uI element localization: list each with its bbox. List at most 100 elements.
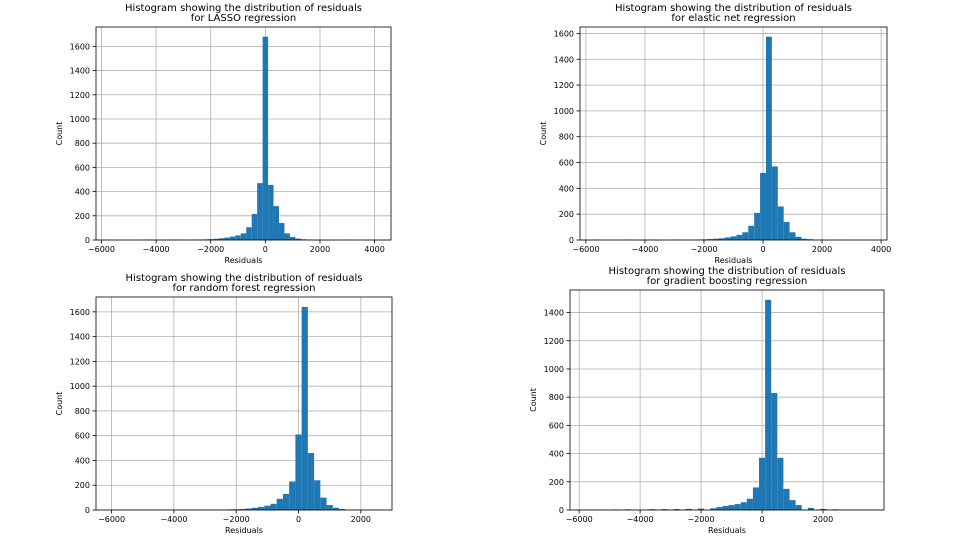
histogram-bar xyxy=(289,481,296,510)
histogram-bar xyxy=(771,166,778,240)
y-axis-label: Count xyxy=(55,392,64,416)
histogram-bar xyxy=(746,498,753,510)
x-tick-label: −2000 xyxy=(690,245,717,254)
histogram-bar xyxy=(728,505,735,510)
histogram-bar xyxy=(332,507,340,510)
histogram-bar xyxy=(229,236,236,240)
histogram-bar xyxy=(661,509,668,510)
histogram-bar xyxy=(673,509,680,510)
y-tick-label: 200 xyxy=(549,478,564,487)
histogram-lasso: −6000 −4000 −2000 0 2000 4000 0 200 400 600 800 100… xyxy=(0,0,480,270)
histogram-bar xyxy=(257,183,263,240)
x-tick-label: −6000 xyxy=(88,245,115,254)
histogram-bar xyxy=(264,505,271,510)
y-tick-label: 0 xyxy=(85,506,90,515)
histogram-bar xyxy=(819,508,827,510)
histogram-bar xyxy=(282,493,290,510)
histogram-bar xyxy=(765,36,772,240)
y-tick-label: 800 xyxy=(549,393,564,402)
histogram-bar xyxy=(213,238,219,240)
histogram-bar xyxy=(301,306,308,510)
histogram-bar xyxy=(789,500,796,510)
x-tick-label: −6000 xyxy=(572,245,599,254)
histogram-bar xyxy=(279,223,285,240)
histogram-gradient-boosting-svg: −6000 −4000 −2000 0 2000 0 200 400 600 800 1000 120… xyxy=(529,266,885,535)
y-tick-label: 800 xyxy=(75,407,90,416)
histogram-bar xyxy=(258,506,265,510)
histogram-bar xyxy=(339,509,346,510)
x-tick-label: 2000 xyxy=(310,245,330,254)
histogram-bar xyxy=(240,233,247,240)
x-tick-label: −6000 xyxy=(98,515,125,524)
x-tick-label: 2000 xyxy=(812,245,832,254)
histogram-bar xyxy=(730,236,737,240)
y-tick-label: 600 xyxy=(559,159,574,168)
x-tick-label: 0 xyxy=(760,245,765,254)
y-tick-label: 1600 xyxy=(554,29,574,38)
histogram-bar xyxy=(207,239,214,240)
y-tick-label: 600 xyxy=(549,421,564,430)
histogram-bar xyxy=(748,225,755,240)
axes-frame xyxy=(95,296,393,511)
histogram-bar xyxy=(698,508,705,510)
y-tick-label: 200 xyxy=(75,212,90,221)
y-tick-label: 1200 xyxy=(70,357,90,366)
histogram-bar xyxy=(326,505,333,510)
histogram-bar xyxy=(807,507,814,510)
y-tick-label: 1600 xyxy=(70,42,90,51)
y-tick-label: 200 xyxy=(75,481,90,490)
histogram-bar xyxy=(251,507,259,510)
histogram-bar xyxy=(314,480,321,510)
histogram-bar xyxy=(270,503,277,510)
y-tick-label: 600 xyxy=(75,432,90,441)
x-tick-label: 2000 xyxy=(813,515,833,524)
y-tick-label: 1200 xyxy=(554,81,574,90)
chart-title-line: Histogram showing the distribution of re… xyxy=(615,3,852,14)
histogram-elastic-net: −6000 −4000 −2000 0 2000 4000 0 200 400 600 800 100… xyxy=(480,0,960,270)
histogram-bar xyxy=(284,233,290,240)
x-tick-label: 0 xyxy=(296,515,301,524)
x-tick-label: 4000 xyxy=(364,245,384,254)
x-tick-label: 2000 xyxy=(351,515,371,524)
histogram-bar xyxy=(783,488,790,510)
x-axis-label: Residuals xyxy=(225,256,263,265)
histogram-bar xyxy=(320,497,327,510)
x-axis-label: Residuals xyxy=(708,526,746,535)
histogram-random-forest-svg: −6000 −4000 −2000 0 2000 0 200 400 600 800 1000 120… xyxy=(55,273,393,535)
histogram-bar xyxy=(224,237,230,240)
chart-title-line: Histogram showing the distribution of re… xyxy=(609,266,846,277)
x-tick-label: −6000 xyxy=(566,515,593,524)
histogram-bar xyxy=(649,509,656,510)
histogram-bar xyxy=(289,236,296,240)
histogram-bar xyxy=(795,236,802,240)
axes-frame xyxy=(95,26,392,241)
x-axis-label: Residuals xyxy=(715,256,753,265)
histogram-bar xyxy=(724,237,731,240)
chart-title-line: for gradient boosting regression xyxy=(647,276,808,287)
y-tick-label: 400 xyxy=(75,456,90,465)
histogram-bar xyxy=(777,206,784,240)
x-tick-label: −2000 xyxy=(223,515,250,524)
chart-title-line: Histogram showing the distribution of re… xyxy=(125,3,362,14)
histogram-bar xyxy=(273,206,280,240)
x-tick-label: −2000 xyxy=(197,245,224,254)
y-tick-label: 1400 xyxy=(544,309,564,318)
histogram-bar xyxy=(742,232,749,240)
chart-title-line: for random forest regression xyxy=(173,283,316,294)
histogram-bar xyxy=(251,213,258,240)
histogram-bar xyxy=(777,457,784,510)
axes-frame xyxy=(579,26,888,241)
axes-frame xyxy=(569,289,885,511)
histogram-bar xyxy=(740,502,747,510)
y-tick-label: 1000 xyxy=(554,107,574,116)
y-tick-label: 800 xyxy=(559,133,574,142)
y-tick-label: 400 xyxy=(75,188,90,197)
histogram-bar xyxy=(262,36,269,240)
y-tick-label: 1200 xyxy=(544,337,564,346)
y-tick-label: 1000 xyxy=(544,365,564,374)
y-tick-label: 0 xyxy=(559,506,564,515)
y-tick-label: 1400 xyxy=(70,333,90,342)
histogram-bar xyxy=(239,509,246,510)
y-tick-label: 1000 xyxy=(70,115,90,124)
